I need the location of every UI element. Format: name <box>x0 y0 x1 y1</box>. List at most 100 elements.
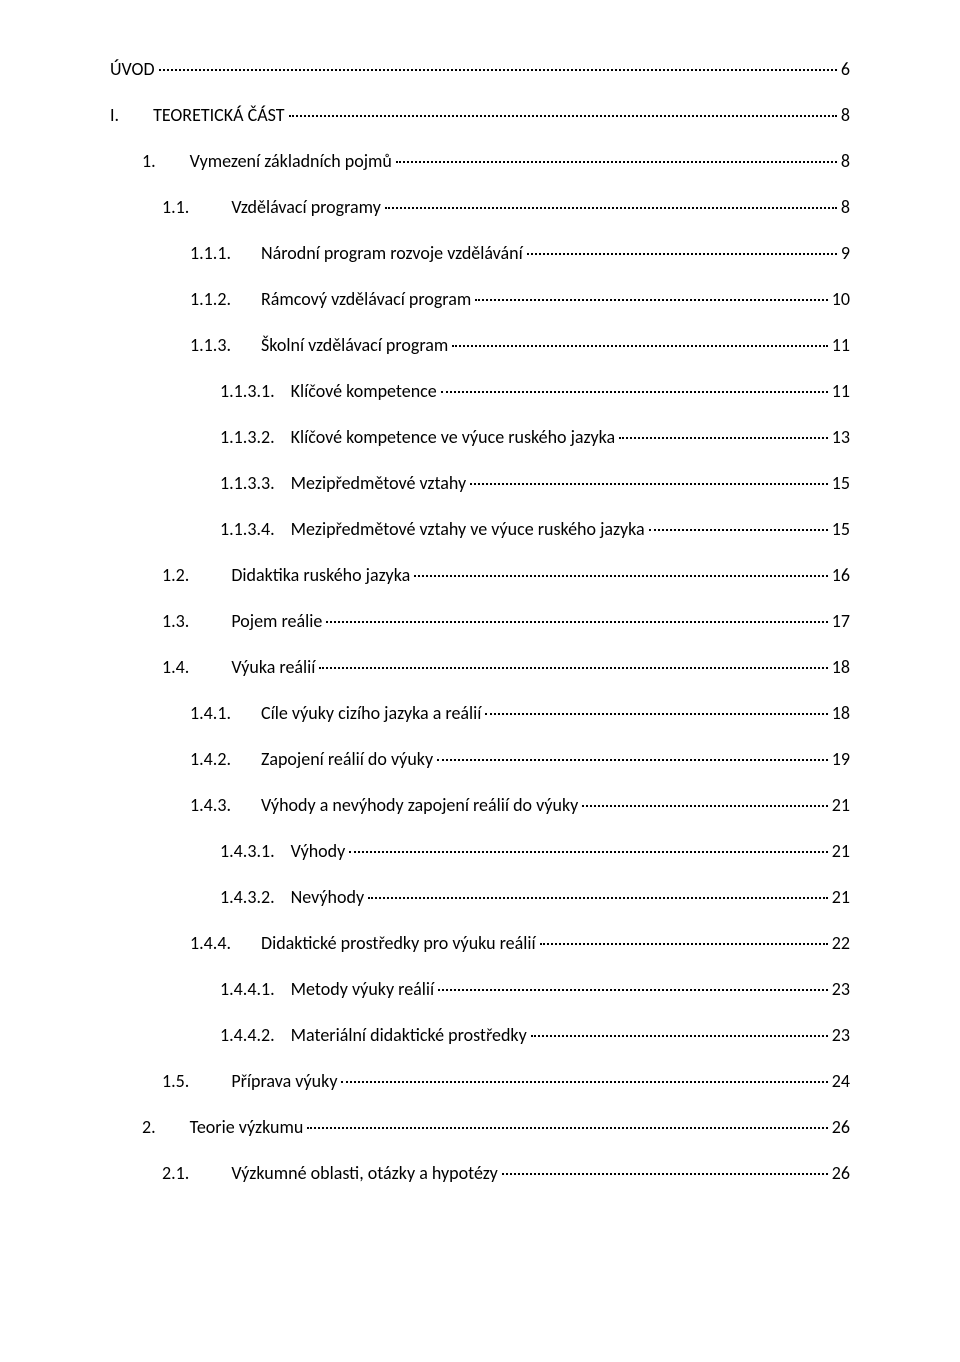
toc-entry-page: 23 <box>832 980 850 998</box>
toc-entry-number: 1.4.4.2. <box>220 1026 275 1044</box>
toc-entry-page: 18 <box>832 704 850 722</box>
toc-entry-number: 1.1.3. <box>190 336 231 354</box>
toc-entry[interactable]: 1.1.3.3.Mezipředmětové vztahy 15 <box>110 474 850 492</box>
toc-entry-title: Cíle výuky cizího jazyka a reálií <box>261 702 481 724</box>
toc-entry[interactable]: 1.4.4.2. Materiální didaktické prostředky… <box>110 1026 850 1044</box>
toc-entry-title: Klíčové kompetence ve výuce ruského jazy… <box>291 426 615 448</box>
toc-entry-label: 1.5.Příprava výuky <box>162 1072 337 1090</box>
toc-entry-number: I. <box>110 106 119 124</box>
toc-entry-page: 21 <box>832 796 850 814</box>
toc-entry[interactable]: 2.Teorie výzkumu 26 <box>110 1118 850 1136</box>
dot-leader <box>540 943 828 945</box>
toc-entry-title: Rámcový vzdělávací program <box>261 288 471 310</box>
toc-entry-number: 1.4.3.2. <box>220 888 275 906</box>
toc-entry-number: 1.1.3.1. <box>220 382 275 400</box>
dot-leader <box>475 299 828 301</box>
toc-entry-label: 1.1.3.4. Mezipředmětové vztahy ve výuce r… <box>220 520 645 538</box>
toc-entry-page: 11 <box>832 382 850 400</box>
toc-entry[interactable]: 1.1.3.1.Klíčové kompetence 11 <box>110 382 850 400</box>
dot-leader <box>485 713 827 715</box>
toc-entry[interactable]: 1.1.3. Školní vzdělávací program 11 <box>110 336 850 354</box>
toc-entry[interactable]: 1.Vymezení základních pojmů 8 <box>110 152 850 170</box>
toc-entry[interactable]: 1.4.3.2.Nevýhody 21 <box>110 888 850 906</box>
toc-entry-label: 1.4.4. Didaktické prostředky pro výuku re… <box>190 934 536 952</box>
toc-entry-page: 22 <box>832 934 850 952</box>
toc-entry-title: Didaktické prostředky pro výuku reálií <box>261 932 536 954</box>
toc-entry-number: 1.4.4. <box>190 934 231 952</box>
dot-leader <box>368 897 828 899</box>
toc-entry-title: Mezipředmětové vztahy <box>291 472 467 494</box>
toc-entry-page: 9 <box>841 244 850 262</box>
dot-leader <box>582 805 827 807</box>
toc-entry-label: 1.2.Didaktika ruského jazyka <box>162 566 410 584</box>
toc-entry-label: 1.4.4.1. Metody výuky reálií <box>220 980 434 998</box>
toc-page: ÚVOD 6 I.TEORETICKÁ ČÁST 8 1.Vymezení zákl… <box>0 0 960 1362</box>
toc-entry[interactable]: 1.1.1.Národní program rozvoje vzdělávání… <box>110 244 850 262</box>
toc-entry-label: I.TEORETICKÁ ČÁST <box>110 106 285 124</box>
toc-entry[interactable]: 1.1.Vzdělávací programy 8 <box>110 198 850 216</box>
toc-entry[interactable]: 1.2.Didaktika ruského jazyka 16 <box>110 566 850 584</box>
toc-entry-page: 26 <box>832 1164 850 1182</box>
toc-entry-number: 1.1.3.4. <box>220 520 275 538</box>
toc-entry[interactable]: 1.5.Příprava výuky 24 <box>110 1072 850 1090</box>
toc-entry-title: Výzkumné oblasti, otázky a hypotézy <box>231 1162 497 1184</box>
dot-leader <box>414 575 828 577</box>
toc-entry-title: Příprava výuky <box>231 1070 337 1092</box>
toc-entry[interactable]: 1.4.4.1. Metody výuky reálií 23 <box>110 980 850 998</box>
dot-leader <box>326 621 827 623</box>
dot-leader <box>341 1081 827 1083</box>
toc-entry-number: 1.4.3.1. <box>220 842 275 860</box>
toc-entry[interactable]: 1.4.4. Didaktické prostředky pro výuku re… <box>110 934 850 952</box>
toc-entry-page: 18 <box>832 658 850 676</box>
dot-leader <box>349 851 827 853</box>
toc-entry-number: 1.1.2. <box>190 290 231 308</box>
toc-entry-page: 26 <box>832 1118 850 1136</box>
toc-entry[interactable]: 1.1.3.4. Mezipředmětové vztahy ve výuce r… <box>110 520 850 538</box>
toc-entry-label: 1.4.1. Cíle výuky cizího jazyka a reálií <box>190 704 481 722</box>
toc-entry[interactable]: 1.1.3.2.Klíčové kompetence ve výuce rusk… <box>110 428 850 446</box>
toc-entry-page: 15 <box>832 520 850 538</box>
toc-entry[interactable]: ÚVOD 6 <box>110 60 850 78</box>
toc-entry[interactable]: 1.1.2.Rámcový vzdělávací program 10 <box>110 290 850 308</box>
toc-entry[interactable]: 1.4.3.Výhody a nevýhody zapojení reálií … <box>110 796 850 814</box>
toc-entry-number: 1.4.4.1. <box>220 980 275 998</box>
toc-entry-label: 1.4.2.Zapojení reálií do výuky <box>190 750 433 768</box>
toc-entry-title: Výhody a nevýhody zapojení reálií do výu… <box>261 794 578 816</box>
toc-entry[interactable]: I.TEORETICKÁ ČÁST 8 <box>110 106 850 124</box>
toc-entry-label: 1.1.2. Rámcový vzdělávací program <box>190 290 471 308</box>
toc-entry-number: 2. <box>142 1118 156 1136</box>
toc-entry-label: 1.1.3.2.Klíčové kompetence ve výuce rusk… <box>220 428 615 446</box>
toc-list: ÚVOD 6 I.TEORETICKÁ ČÁST 8 1.Vymezení zákl… <box>110 60 850 1182</box>
toc-entry-title: Materiální didaktické prostředky <box>291 1024 527 1046</box>
toc-entry[interactable]: 1.3.Pojem reálie 17 <box>110 612 850 630</box>
toc-entry-label: 1.4.3.2. Nevýhody <box>220 888 364 906</box>
toc-entry-page: 16 <box>832 566 850 584</box>
toc-entry-title: Mezipředmětové vztahy ve výuce ruského j… <box>291 518 645 540</box>
dot-leader <box>452 345 828 347</box>
toc-entry[interactable]: 1.4.Výuka reálií 18 <box>110 658 850 676</box>
toc-entry-title: Školní vzdělávací program <box>261 334 448 356</box>
toc-entry[interactable]: 1.4.1.Cíle výuky cizího jazyka a reálií … <box>110 704 850 722</box>
toc-entry-page: 17 <box>832 612 850 630</box>
dot-leader <box>619 437 828 439</box>
toc-entry-title: Národní program rozvoje vzdělávání <box>261 242 523 264</box>
toc-entry-label: 2.Teorie výzkumu <box>142 1118 303 1136</box>
toc-entry-title: Výhody <box>291 840 346 862</box>
toc-entry-label: 1.1.Vzdělávací programy <box>162 198 381 216</box>
toc-entry[interactable]: 1.4.3.1.Výhody 21 <box>110 842 850 860</box>
dot-leader <box>527 253 837 255</box>
toc-entry-title: Nevýhody <box>291 886 364 908</box>
toc-entry-label: ÚVOD <box>110 60 155 78</box>
toc-entry[interactable]: 1.4.2.Zapojení reálií do výuky 19 <box>110 750 850 768</box>
dot-leader <box>307 1127 827 1129</box>
toc-entry[interactable]: 2.1.Výzkumné oblasti, otázky a hypotézy … <box>110 1164 850 1182</box>
toc-entry-number: 2.1. <box>162 1164 189 1182</box>
toc-entry-title: ÚVOD <box>110 58 155 80</box>
toc-entry-label: 1.4.3.1. Výhody <box>220 842 345 860</box>
dot-leader <box>319 667 827 669</box>
toc-entry-page: 8 <box>841 106 850 124</box>
toc-entry-number: 1.4.1. <box>190 704 231 722</box>
toc-entry-page: 11 <box>832 336 850 354</box>
toc-entry-label: 1.4.4.2. Materiální didaktické prostředky <box>220 1026 527 1044</box>
toc-entry-title: Metody výuky reálií <box>291 978 435 1000</box>
